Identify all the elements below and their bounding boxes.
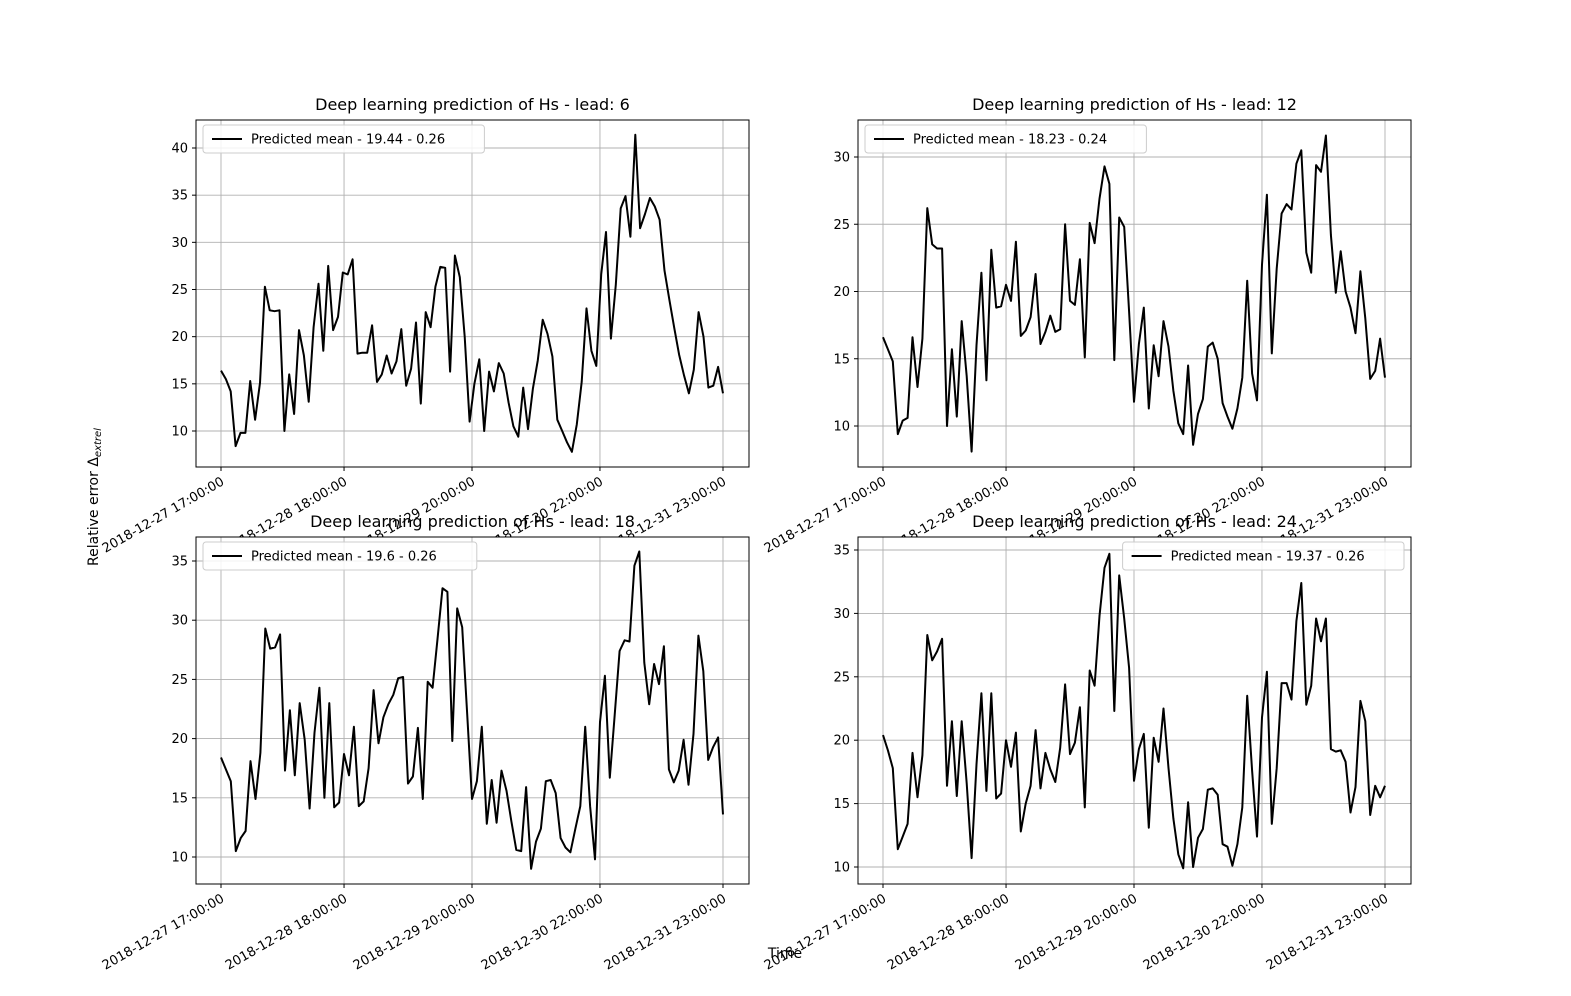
- x-tick-label: 2018-12-29 20:00:00: [351, 891, 478, 973]
- x-tick-label: 2018-12-28 18:00:00: [885, 891, 1012, 973]
- y-tick-label: 15: [833, 797, 850, 812]
- y-tick-label: 35: [833, 544, 850, 559]
- y-tick-label: 35: [171, 555, 188, 570]
- x-tick-label: 2018-12-31 23:00:00: [1264, 891, 1391, 973]
- y-tick-label: 30: [171, 614, 188, 629]
- y-tick-label: 25: [833, 670, 850, 685]
- legend: Predicted mean - 19.37 - 0.26: [1122, 541, 1405, 571]
- legend: Predicted mean - 19.6 - 0.26: [202, 541, 478, 571]
- plot-area: [858, 537, 1411, 884]
- subplot-title: Deep learning prediction of Hs - lead: 1…: [310, 512, 635, 531]
- x-tick-label: 2018-12-28 18:00:00: [223, 891, 350, 973]
- y-tick-label: 10: [833, 420, 850, 435]
- plot-area: [858, 120, 1411, 467]
- series-line-1: [882, 552, 1386, 870]
- legend-box: [1122, 541, 1405, 571]
- y-tick-label: 35: [171, 189, 188, 204]
- plot-area: [196, 120, 749, 467]
- figure-ylabel-subscript: extrel: [93, 428, 104, 457]
- y-tick-label: 20: [833, 285, 850, 300]
- legend-box: [202, 124, 485, 154]
- series-line-1: [220, 133, 724, 453]
- legend-box: [864, 124, 1147, 154]
- y-tick-label: 10: [171, 425, 188, 440]
- x-tick-label: 2018-12-27 17:00:00: [100, 891, 227, 973]
- legend-label: Predicted mean - 18.23 - 0.24: [913, 133, 1107, 148]
- legend-label: Predicted mean - 19.37 - 0.26: [1171, 550, 1365, 565]
- y-tick-label: 15: [171, 377, 188, 392]
- plot-area: [196, 537, 749, 884]
- legend-label: Predicted mean - 19.6 - 0.26: [251, 550, 437, 565]
- y-tick-label: 15: [833, 352, 850, 367]
- y-tick-label: 20: [171, 330, 188, 345]
- legend: Predicted mean - 18.23 - 0.24: [864, 124, 1147, 154]
- x-tick-label: 2018-12-30 22:00:00: [479, 891, 606, 973]
- x-tick-label: 2018-12-29 20:00:00: [1013, 891, 1140, 973]
- legend-box: [202, 541, 478, 571]
- figure-ylabel: Relative error Δextrel: [86, 428, 104, 566]
- subplot-title: Deep learning prediction of Hs - lead: 2…: [972, 512, 1297, 531]
- y-tick-label: 20: [833, 734, 850, 749]
- series-line-1: [882, 134, 1386, 453]
- subplot-title: Deep learning prediction of Hs - lead: 1…: [972, 95, 1297, 114]
- series-line-1: [220, 550, 724, 870]
- y-tick-label: 40: [171, 142, 188, 157]
- x-tick-label: 2018-12-31 23:00:00: [602, 891, 729, 973]
- y-tick-label: 25: [833, 218, 850, 233]
- y-tick-label: 30: [171, 236, 188, 251]
- legend-label: Predicted mean - 19.44 - 0.26: [251, 133, 445, 148]
- y-tick-label: 25: [171, 673, 188, 688]
- y-tick-label: 30: [833, 151, 850, 166]
- y-tick-label: 25: [171, 283, 188, 298]
- x-tick-label: 2018-12-30 22:00:00: [1141, 891, 1268, 973]
- y-tick-label: 10: [833, 861, 850, 876]
- y-tick-label: 10: [171, 851, 188, 866]
- y-tick-label: 30: [833, 607, 850, 622]
- y-tick-label: 20: [171, 732, 188, 747]
- subplot-title: Deep learning prediction of Hs - lead: 6: [315, 95, 630, 114]
- legend: Predicted mean - 19.44 - 0.26: [202, 124, 485, 154]
- figure-xlabel: Time: [767, 946, 802, 962]
- y-tick-label: 15: [171, 791, 188, 806]
